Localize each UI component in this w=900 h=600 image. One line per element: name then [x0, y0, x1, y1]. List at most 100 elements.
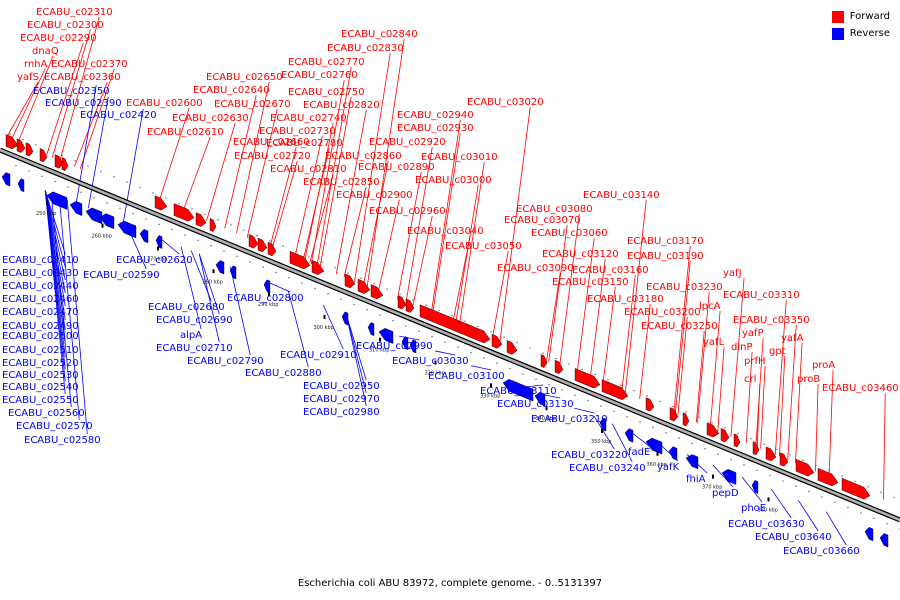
- minor-dot: [769, 474, 771, 477]
- gene-label: ECABU_c02490: [2, 321, 79, 332]
- minor-dot: [776, 448, 778, 451]
- gene-label: ECABU_c02560: [8, 408, 85, 419]
- gene-label: ECABU_c02570: [16, 421, 93, 432]
- forward-gene-arrow: [289, 250, 311, 270]
- leader-line: [316, 66, 352, 267]
- minor-dot: [860, 512, 862, 514]
- leader-line: [51, 29, 91, 158]
- minor-dot: [613, 410, 615, 413]
- leader-line: [602, 286, 616, 384]
- leader-line: [621, 274, 636, 392]
- leader-line: [779, 355, 786, 457]
- leader-line: [455, 184, 479, 324]
- leader-line: [677, 316, 688, 415]
- leader-line: [673, 245, 691, 414]
- minor-dot: [659, 400, 661, 403]
- gene-label: ECABU_c03220: [551, 450, 628, 461]
- leader-line: [697, 291, 710, 423]
- minor-dot: [100, 170, 102, 173]
- forward-gene-arrow: [419, 304, 491, 344]
- minor-dot: [795, 485, 797, 487]
- minor-dot: [132, 212, 134, 215]
- reverse-gene-arrow: [85, 207, 103, 225]
- tick-label: 320 kbp: [425, 371, 445, 377]
- minor-dot: [139, 186, 141, 189]
- gene-label: proA: [812, 360, 835, 371]
- minor-dot: [503, 336, 505, 338]
- reverse-gene-arrow: [99, 213, 115, 230]
- minor-dot: [704, 448, 706, 450]
- leader-line: [345, 314, 367, 394]
- leader-line: [717, 346, 725, 432]
- tick-mark: [323, 314, 326, 319]
- leader-line: [377, 199, 400, 292]
- minor-dot: [815, 464, 817, 467]
- minor-dot: [470, 351, 472, 354]
- gene-label: ECABU_c03090: [497, 263, 574, 274]
- minor-dot: [561, 389, 563, 391]
- minor-dot: [269, 240, 271, 242]
- minor-dot: [308, 256, 310, 258]
- forward-gene-arrow: [61, 157, 69, 171]
- forward-gene-arrow: [733, 433, 741, 448]
- minor-dot: [178, 202, 180, 205]
- leader-line: [760, 365, 766, 449]
- minor-dot: [639, 421, 641, 423]
- minor-dot: [438, 309, 440, 312]
- minor-dot: [477, 325, 479, 328]
- gene-label: ECABU_c02430: [2, 268, 79, 279]
- leader-line: [471, 365, 492, 371]
- minor-dot: [841, 475, 843, 477]
- leader-line: [180, 246, 202, 330]
- reverse-gene-arrow: [155, 235, 163, 249]
- minor-dot: [652, 426, 654, 429]
- minor-dot: [249, 261, 251, 263]
- reverse-gene-arrow: [263, 279, 271, 294]
- gene-label: ECABU_c02640: [193, 85, 270, 96]
- gene-label: ECABU_c02990: [356, 341, 433, 352]
- leader-line: [309, 173, 334, 264]
- gene-label: ECABU_c02800: [227, 293, 304, 304]
- gene-label: ECABU_c02760: [281, 70, 358, 81]
- minor-dot: [600, 405, 602, 407]
- forward-gene-arrow: [209, 218, 217, 232]
- tick-mark: [767, 497, 770, 502]
- gene-label: alpA: [180, 330, 202, 341]
- gene-label: ECABU_c02680: [148, 302, 225, 313]
- gene-label: ECABU_c03150: [552, 277, 629, 288]
- minor-dot: [223, 250, 225, 252]
- minor-dot: [412, 299, 414, 301]
- leader-line: [611, 423, 633, 463]
- minor-dot: [93, 196, 95, 199]
- forward-gene-arrow: [720, 428, 730, 443]
- tick-mark: [157, 246, 159, 251]
- leader-line: [158, 237, 180, 255]
- gene-label: ECABU_c02550: [2, 395, 79, 406]
- minor-dot: [451, 315, 453, 317]
- gene-label: ECABU_c03160: [572, 265, 649, 276]
- leader-line: [322, 304, 344, 350]
- leader-line: [452, 235, 471, 323]
- minor-dot: [542, 352, 544, 354]
- minor-dot: [431, 335, 433, 338]
- gene-label: ECABU_c02300: [27, 20, 104, 31]
- gene-label: ECABU_c02810: [270, 164, 347, 175]
- gene-label: ECABU_c02830: [327, 43, 404, 54]
- leader-line: [797, 499, 819, 532]
- minor-dot: [594, 373, 596, 376]
- gene-label: ECABU_c02690: [156, 315, 233, 326]
- reverse-gene-arrow: [69, 201, 83, 217]
- forward-gene-arrow: [357, 278, 371, 294]
- leader-line: [46, 42, 84, 156]
- forward-gene-arrow: [267, 241, 277, 257]
- leader-line: [269, 146, 297, 248]
- gene-label: ECABU_c03240: [569, 463, 646, 474]
- reverse-gene-arrow: [624, 428, 634, 443]
- minor-dot: [698, 416, 700, 419]
- gene-label: ECABU_c02540: [2, 382, 79, 393]
- gene-label: ECABU_c02460: [2, 294, 79, 305]
- forward-gene-arrow: [405, 298, 415, 313]
- minor-dot: [80, 191, 82, 193]
- minor-dot: [295, 250, 297, 253]
- gene-label: ECABU_c02520: [2, 358, 79, 369]
